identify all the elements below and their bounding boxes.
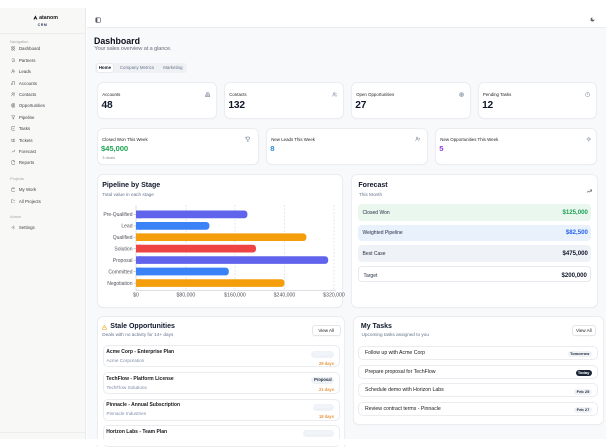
svg-text:$160,000: $160,000 (224, 292, 246, 298)
svg-text:Negotiation: Negotiation (107, 281, 133, 287)
svg-text:Proposal: Proposal (113, 258, 133, 264)
svg-text:Qualified: Qualified (113, 235, 133, 241)
svg-text:$320,000: $320,000 (323, 292, 345, 298)
svg-text:Solution: Solution (114, 247, 132, 253)
svg-text:$240,000: $240,000 (274, 292, 296, 298)
svg-text:Committed: Committed (108, 269, 132, 275)
svg-text:Lead: Lead (121, 224, 132, 230)
svg-text:$80,000: $80,000 (177, 292, 196, 298)
svg-text:Pre-Qualified: Pre-Qualified (103, 212, 132, 218)
svg-text:$0: $0 (133, 292, 139, 298)
